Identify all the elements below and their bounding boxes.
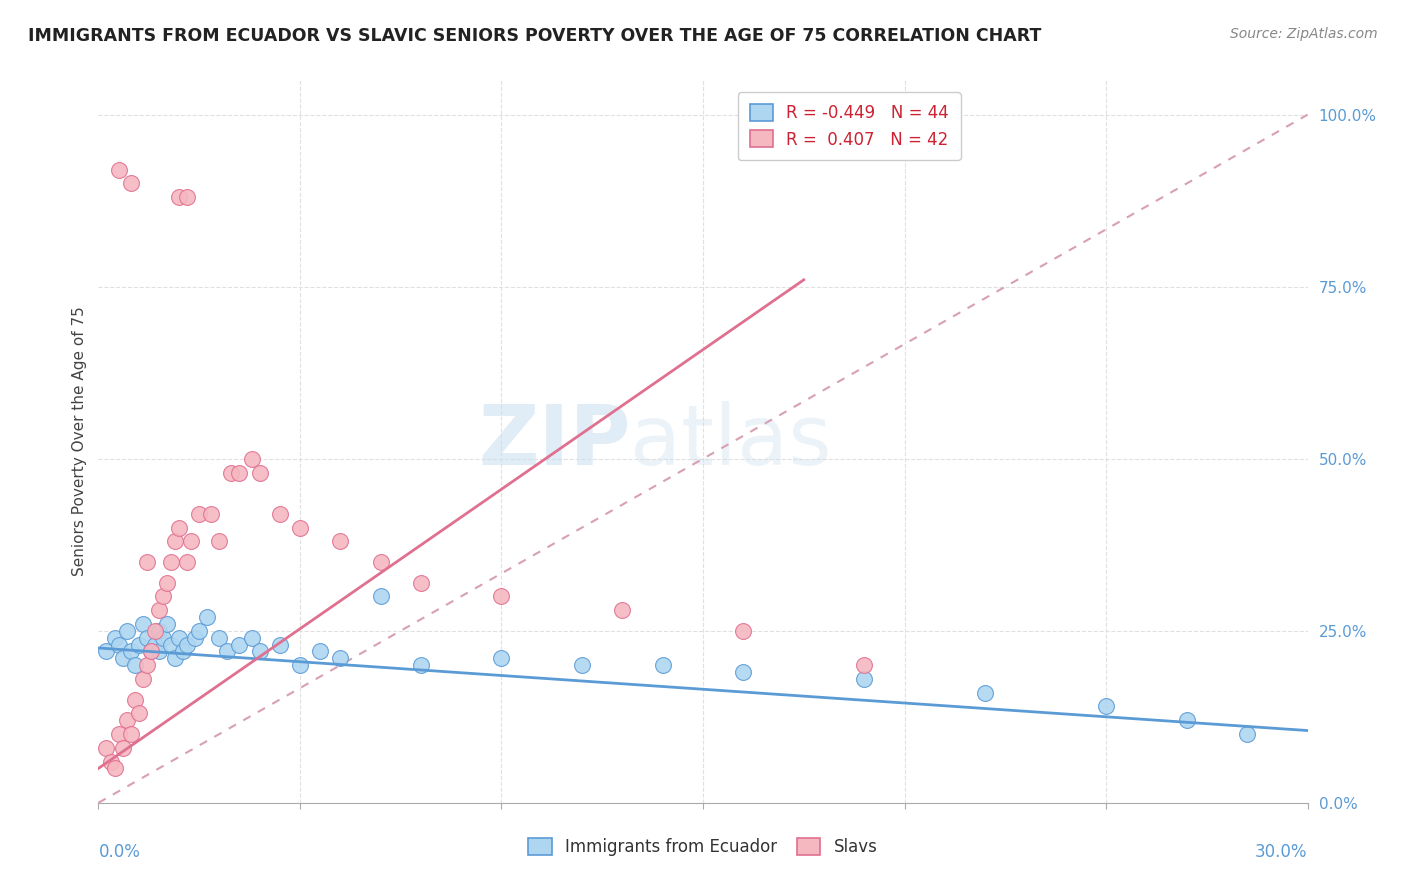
Point <box>733 624 755 638</box>
Point <box>309 644 332 658</box>
Legend: Immigrants from Ecuador, Slavs: Immigrants from Ecuador, Slavs <box>522 831 884 863</box>
Point <box>612 603 634 617</box>
Point <box>491 651 513 665</box>
Text: IMMIGRANTS FROM ECUADOR VS SLAVIC SENIORS POVERTY OVER THE AGE OF 75 CORRELATION: IMMIGRANTS FROM ECUADOR VS SLAVIC SENIOR… <box>28 27 1042 45</box>
Point <box>107 727 129 741</box>
Point <box>111 651 134 665</box>
Point <box>111 740 134 755</box>
Point <box>120 177 142 191</box>
Point <box>249 466 271 480</box>
Point <box>240 451 263 466</box>
Point <box>208 631 231 645</box>
Point <box>188 507 211 521</box>
Point <box>228 466 250 480</box>
Point <box>135 631 157 645</box>
Point <box>1175 713 1198 727</box>
Point <box>269 638 291 652</box>
Point <box>135 658 157 673</box>
Point <box>370 590 392 604</box>
Text: Source: ZipAtlas.com: Source: ZipAtlas.com <box>1230 27 1378 41</box>
Point <box>853 672 876 686</box>
Point <box>100 755 122 769</box>
Point <box>228 638 250 652</box>
Point <box>152 631 174 645</box>
Point <box>148 644 170 658</box>
Point <box>115 624 138 638</box>
Point <box>853 658 876 673</box>
Point <box>156 575 179 590</box>
Point <box>107 162 129 177</box>
Point <box>172 644 194 658</box>
Point <box>409 575 432 590</box>
Point <box>176 190 198 204</box>
Point <box>491 590 513 604</box>
Point <box>156 616 179 631</box>
Point <box>96 644 118 658</box>
Point <box>148 624 170 638</box>
Point <box>208 534 231 549</box>
Point <box>571 658 593 673</box>
Point <box>1095 699 1118 714</box>
Point <box>217 644 239 658</box>
Point <box>132 616 155 631</box>
Point <box>188 624 211 638</box>
Point <box>733 665 755 679</box>
Point <box>107 638 129 652</box>
Point <box>221 466 243 480</box>
Point <box>139 644 162 658</box>
Point <box>128 638 150 652</box>
Y-axis label: Seniors Poverty Over the Age of 75: Seniors Poverty Over the Age of 75 <box>72 307 87 576</box>
Point <box>103 761 125 775</box>
Text: atlas: atlas <box>630 401 832 482</box>
Point <box>96 740 118 755</box>
Point <box>160 638 183 652</box>
Point <box>288 520 311 534</box>
Point <box>329 651 352 665</box>
Point <box>249 644 271 658</box>
Point <box>115 713 138 727</box>
Point <box>163 651 186 665</box>
Point <box>120 727 142 741</box>
Point <box>143 638 166 652</box>
Point <box>152 590 174 604</box>
Point <box>167 520 190 534</box>
Point <box>167 190 190 204</box>
Point <box>139 644 162 658</box>
Point <box>1236 727 1258 741</box>
Point <box>240 631 263 645</box>
Point <box>651 658 673 673</box>
Point <box>180 534 202 549</box>
Point <box>409 658 432 673</box>
Point <box>974 686 997 700</box>
Point <box>163 534 186 549</box>
Point <box>103 631 125 645</box>
Text: 0.0%: 0.0% <box>98 843 141 861</box>
Point <box>143 624 166 638</box>
Point <box>148 603 170 617</box>
Text: 30.0%: 30.0% <box>1256 843 1308 861</box>
Point <box>200 507 222 521</box>
Point <box>288 658 311 673</box>
Point <box>160 555 183 569</box>
Point <box>176 638 198 652</box>
Point <box>128 706 150 721</box>
Point <box>176 555 198 569</box>
Point <box>269 507 291 521</box>
Point <box>195 610 218 624</box>
Point <box>135 555 157 569</box>
Point <box>120 644 142 658</box>
Point <box>370 555 392 569</box>
Point <box>184 631 207 645</box>
Point <box>329 534 352 549</box>
Point <box>124 658 146 673</box>
Point <box>167 631 190 645</box>
Point <box>132 672 155 686</box>
Point <box>124 692 146 706</box>
Text: ZIP: ZIP <box>478 401 630 482</box>
